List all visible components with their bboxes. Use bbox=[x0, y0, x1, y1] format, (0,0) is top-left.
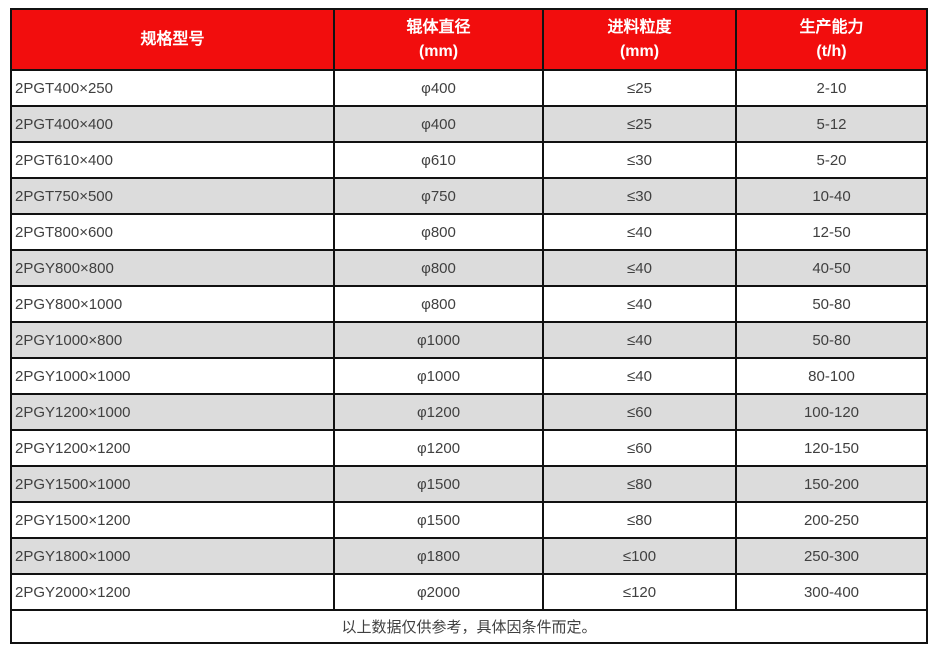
table-cell: φ1000 bbox=[333, 321, 544, 359]
table-row: 2PGY1200×1000 φ1200 ≤60 100-120 bbox=[10, 393, 928, 431]
table-cell: ≤40 bbox=[542, 357, 737, 395]
table-row: 2PGY1200×1200 φ1200 ≤60 120-150 bbox=[10, 429, 928, 467]
table-cell: 40-50 bbox=[735, 249, 928, 287]
model-cell: 2PGY1200×1000 bbox=[10, 393, 335, 431]
model-cell: 2PGT800×600 bbox=[10, 213, 335, 251]
roller-crusher-spec-table: 规格型号 辊体直径 (mm) 进料粒度 (mm) 生产能力 (t/h) 2PGT400×25… bbox=[10, 8, 928, 644]
table-row: 2PGY1000×1000 φ1000 ≤40 80-100 bbox=[10, 357, 928, 395]
table-cell: 10-40 bbox=[735, 177, 928, 215]
table-cell: φ1500 bbox=[333, 501, 544, 539]
table-cell: φ610 bbox=[333, 141, 544, 179]
model-cell: 2PGT400×250 bbox=[10, 69, 335, 107]
table-cell: 120-150 bbox=[735, 429, 928, 467]
table-cell: φ400 bbox=[333, 69, 544, 107]
table-row: 2PGY1000×800 φ1000 ≤40 50-80 bbox=[10, 321, 928, 359]
table-cell: ≤30 bbox=[542, 177, 737, 215]
table-cell: 5-12 bbox=[735, 105, 928, 143]
table-cell: ≤120 bbox=[542, 573, 737, 611]
column-header-label: 规格型号 bbox=[140, 30, 205, 48]
table-cell: 80-100 bbox=[735, 357, 928, 395]
column-header-label: 辊体直径 bbox=[406, 19, 471, 37]
table-cell: ≤40 bbox=[542, 249, 737, 287]
table-row: 2PGT750×500 φ750 ≤30 10-40 bbox=[10, 177, 928, 215]
column-header: 辊体直径 (mm) bbox=[333, 8, 544, 71]
column-header-unit: (mm) bbox=[418, 42, 459, 60]
model-cell: 2PGY800×800 bbox=[10, 249, 335, 287]
table-cell: φ800 bbox=[333, 249, 544, 287]
table-cell: ≤40 bbox=[542, 285, 737, 323]
table-cell: φ1200 bbox=[333, 429, 544, 467]
table-footer: 以上数据仅供参考，具体因条件而定。 bbox=[10, 609, 928, 644]
table-cell: 50-80 bbox=[735, 285, 928, 323]
table-cell: 300-400 bbox=[735, 573, 928, 611]
table-cell: ≤80 bbox=[542, 465, 737, 503]
table-cell: φ750 bbox=[333, 177, 544, 215]
table-row: 2PGT800×600 φ800 ≤40 12-50 bbox=[10, 213, 928, 251]
column-header-label: 进料粒度 bbox=[607, 19, 672, 37]
model-cell: 2PGY1200×1200 bbox=[10, 429, 335, 467]
table-cell: φ2000 bbox=[333, 573, 544, 611]
table-row: 2PGT400×400 φ400 ≤25 5-12 bbox=[10, 105, 928, 143]
table-cell: ≤25 bbox=[542, 69, 737, 107]
table-row: 2PGY1500×1000 φ1500 ≤80 150-200 bbox=[10, 465, 928, 503]
table-row: 2PGY800×1000 φ800 ≤40 50-80 bbox=[10, 285, 928, 323]
table-row: 2PGT610×400 φ610 ≤30 5-20 bbox=[10, 141, 928, 179]
header-row: 规格型号 辊体直径 (mm) 进料粒度 (mm) 生产能力 (t/h) bbox=[10, 8, 928, 71]
footer-note: 以上数据仅供参考，具体因条件而定。 bbox=[10, 609, 928, 644]
table-row: 2PGY1500×1200 φ1500 ≤80 200-250 bbox=[10, 501, 928, 539]
table-cell: φ400 bbox=[333, 105, 544, 143]
model-cell: 2PGT610×400 bbox=[10, 141, 335, 179]
table-cell: ≤60 bbox=[542, 393, 737, 431]
table-row: 2PGY800×800 φ800 ≤40 40-50 bbox=[10, 249, 928, 287]
model-cell: 2PGY1000×800 bbox=[10, 321, 335, 359]
table-cell: ≤80 bbox=[542, 501, 737, 539]
table-cell: φ800 bbox=[333, 213, 544, 251]
column-header-label: 生产能力 bbox=[799, 19, 864, 37]
column-header-unit: (mm) bbox=[619, 42, 660, 60]
table-cell: ≤100 bbox=[542, 537, 737, 575]
table-cell: 150-200 bbox=[735, 465, 928, 503]
table-cell: φ800 bbox=[333, 285, 544, 323]
model-cell: 2PGY2000×1200 bbox=[10, 573, 335, 611]
table-cell: 200-250 bbox=[735, 501, 928, 539]
table-body: 2PGT400×250 φ400 ≤25 2-10 2PGT400×400 φ400 ≤25… bbox=[10, 69, 928, 611]
table-row: 2PGY1800×1000 φ1800 ≤100 250-300 bbox=[10, 537, 928, 575]
table-cell: 100-120 bbox=[735, 393, 928, 431]
table-cell: 5-20 bbox=[735, 141, 928, 179]
table-row: 2PGY2000×1200 φ2000 ≤120 300-400 bbox=[10, 573, 928, 611]
column-header: 规格型号 bbox=[10, 8, 335, 71]
model-cell: 2PGT400×400 bbox=[10, 105, 335, 143]
table-cell: 12-50 bbox=[735, 213, 928, 251]
model-cell: 2PGY1000×1000 bbox=[10, 357, 335, 395]
model-cell: 2PGY800×1000 bbox=[10, 285, 335, 323]
table-cell: φ1200 bbox=[333, 393, 544, 431]
model-cell: 2PGT750×500 bbox=[10, 177, 335, 215]
table-cell: ≤40 bbox=[542, 213, 737, 251]
model-cell: 2PGY1800×1000 bbox=[10, 537, 335, 575]
model-cell: 2PGY1500×1200 bbox=[10, 501, 335, 539]
column-header-unit: (t/h) bbox=[816, 42, 847, 60]
table-row: 2PGT400×250 φ400 ≤25 2-10 bbox=[10, 69, 928, 107]
footer-row: 以上数据仅供参考，具体因条件而定。 bbox=[10, 609, 928, 644]
table-cell: φ1800 bbox=[333, 537, 544, 575]
table-cell: ≤40 bbox=[542, 321, 737, 359]
table-cell: ≤25 bbox=[542, 105, 737, 143]
spec-table: 规格型号 辊体直径 (mm) 进料粒度 (mm) 生产能力 (t/h) 2PGT400×25… bbox=[10, 8, 928, 644]
table-header: 规格型号 辊体直径 (mm) 进料粒度 (mm) 生产能力 (t/h) bbox=[10, 8, 928, 71]
column-header: 进料粒度 (mm) bbox=[542, 8, 737, 71]
table-cell: 250-300 bbox=[735, 537, 928, 575]
table-cell: φ1000 bbox=[333, 357, 544, 395]
table-cell: ≤60 bbox=[542, 429, 737, 467]
table-cell: 50-80 bbox=[735, 321, 928, 359]
table-cell: 2-10 bbox=[735, 69, 928, 107]
table-cell: ≤30 bbox=[542, 141, 737, 179]
model-cell: 2PGY1500×1000 bbox=[10, 465, 335, 503]
column-header: 生产能力 (t/h) bbox=[735, 8, 928, 71]
table-cell: φ1500 bbox=[333, 465, 544, 503]
